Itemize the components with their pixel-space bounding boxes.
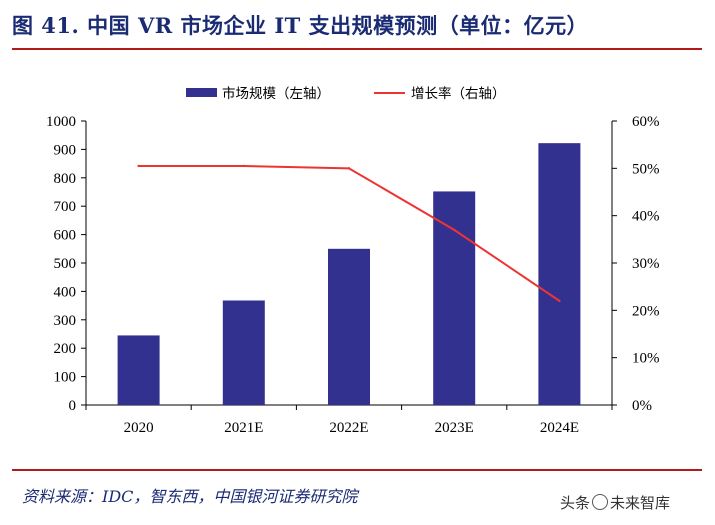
watermark-text-a: 头条 xyxy=(560,494,591,512)
x-tick-label: 2022E xyxy=(329,420,368,436)
growth-point-2024E xyxy=(558,299,561,303)
y-left-tick-label: 100 xyxy=(54,370,77,386)
y-left-tick-label: 900 xyxy=(54,142,77,158)
y-left-tick-label: 600 xyxy=(54,228,77,244)
x-tick-label: 2020 xyxy=(124,420,154,436)
top-rule xyxy=(12,48,702,50)
y-left-tick-label: 700 xyxy=(54,199,77,215)
y-left-tick-label: 300 xyxy=(54,313,77,329)
y-right-tick-label: 50% xyxy=(632,161,660,177)
watermark: 头条 未来智库 xyxy=(560,492,670,513)
bar-2024E xyxy=(538,143,581,406)
x-tick-label: 2023E xyxy=(435,420,474,436)
y-right-tick-label: 40% xyxy=(632,209,660,225)
y-right-tick-label: 20% xyxy=(632,303,660,319)
x-tick-label: 2024E xyxy=(540,420,579,436)
source-note: 资料来源：IDC，智东西，中国银河证券研究院 xyxy=(22,487,358,506)
y-right-tick-label: 60% xyxy=(632,114,660,130)
combo-chart: 市场规模（左轴） 增长率（右轴） 0 100 200 300 400 500 600 700 800… xyxy=(46,85,660,436)
y-right-tick-label: 30% xyxy=(632,256,660,272)
watermark-logo-icon xyxy=(592,494,609,510)
growth-point-2021E xyxy=(242,164,245,168)
y-right-tick-label: 0% xyxy=(632,398,652,414)
legend-bar-label: 市场规模（左轴） xyxy=(222,85,330,102)
x-tick-label: 2021E xyxy=(224,420,263,436)
y-left-tick-label: 200 xyxy=(54,341,77,357)
bottom-rule xyxy=(12,469,702,471)
growth-point-2023E xyxy=(453,228,456,232)
legend-line-label: 增长率（右轴） xyxy=(411,85,506,102)
y-left-tick-label: 1000 xyxy=(46,114,76,130)
y-left-tick-label: 0 xyxy=(69,398,77,414)
growth-point-2022E xyxy=(347,167,351,170)
bar-2021E xyxy=(222,300,265,405)
bar-2022E xyxy=(328,248,370,405)
y-left-tick-label: 500 xyxy=(54,256,77,272)
y-right-tick-label: 10% xyxy=(632,351,660,367)
y-left-tick-label: 400 xyxy=(54,284,77,300)
bar-2023E xyxy=(433,191,476,405)
legend-bar-swatch xyxy=(186,88,217,97)
growth-point-2020 xyxy=(137,164,140,168)
chart-title: 图 41. 中国 VR 市场企业 IT 支出规模预测（单位：亿元） xyxy=(12,13,589,38)
watermark-text-b: 未来智库 xyxy=(610,494,671,512)
bar-2020 xyxy=(117,335,160,405)
y-left-tick-label: 800 xyxy=(54,171,77,187)
